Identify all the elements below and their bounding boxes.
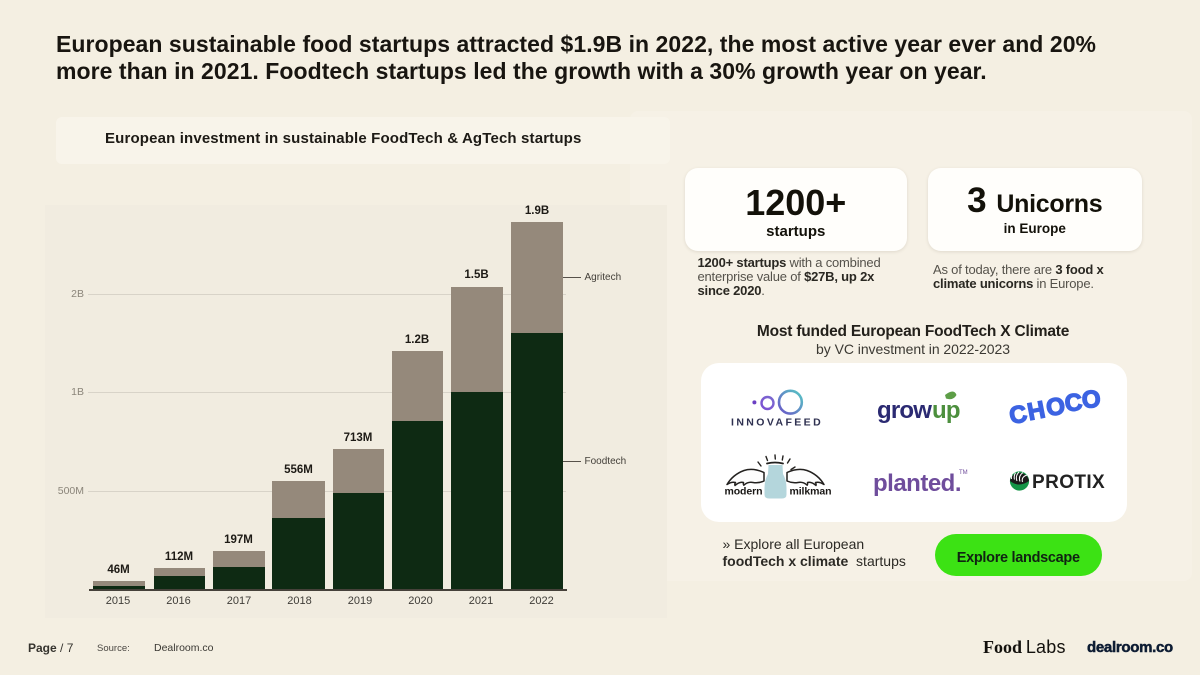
svg-text:O: O: [1081, 386, 1102, 415]
svg-text:milkman: milkman: [790, 486, 832, 498]
svg-text:INNOVAFEED: INNOVAFEED: [731, 417, 823, 429]
svg-text:up: up: [932, 397, 960, 424]
svg-text:grow: grow: [877, 397, 932, 424]
svg-text:modern: modern: [725, 486, 763, 498]
svg-text:TM: TM: [959, 470, 968, 476]
svg-text:H: H: [1025, 396, 1047, 426]
svg-text:PROTIX: PROTIX: [1032, 472, 1105, 493]
svg-text:planted.: planted.: [873, 470, 961, 497]
svg-text:C: C: [1063, 389, 1084, 418]
